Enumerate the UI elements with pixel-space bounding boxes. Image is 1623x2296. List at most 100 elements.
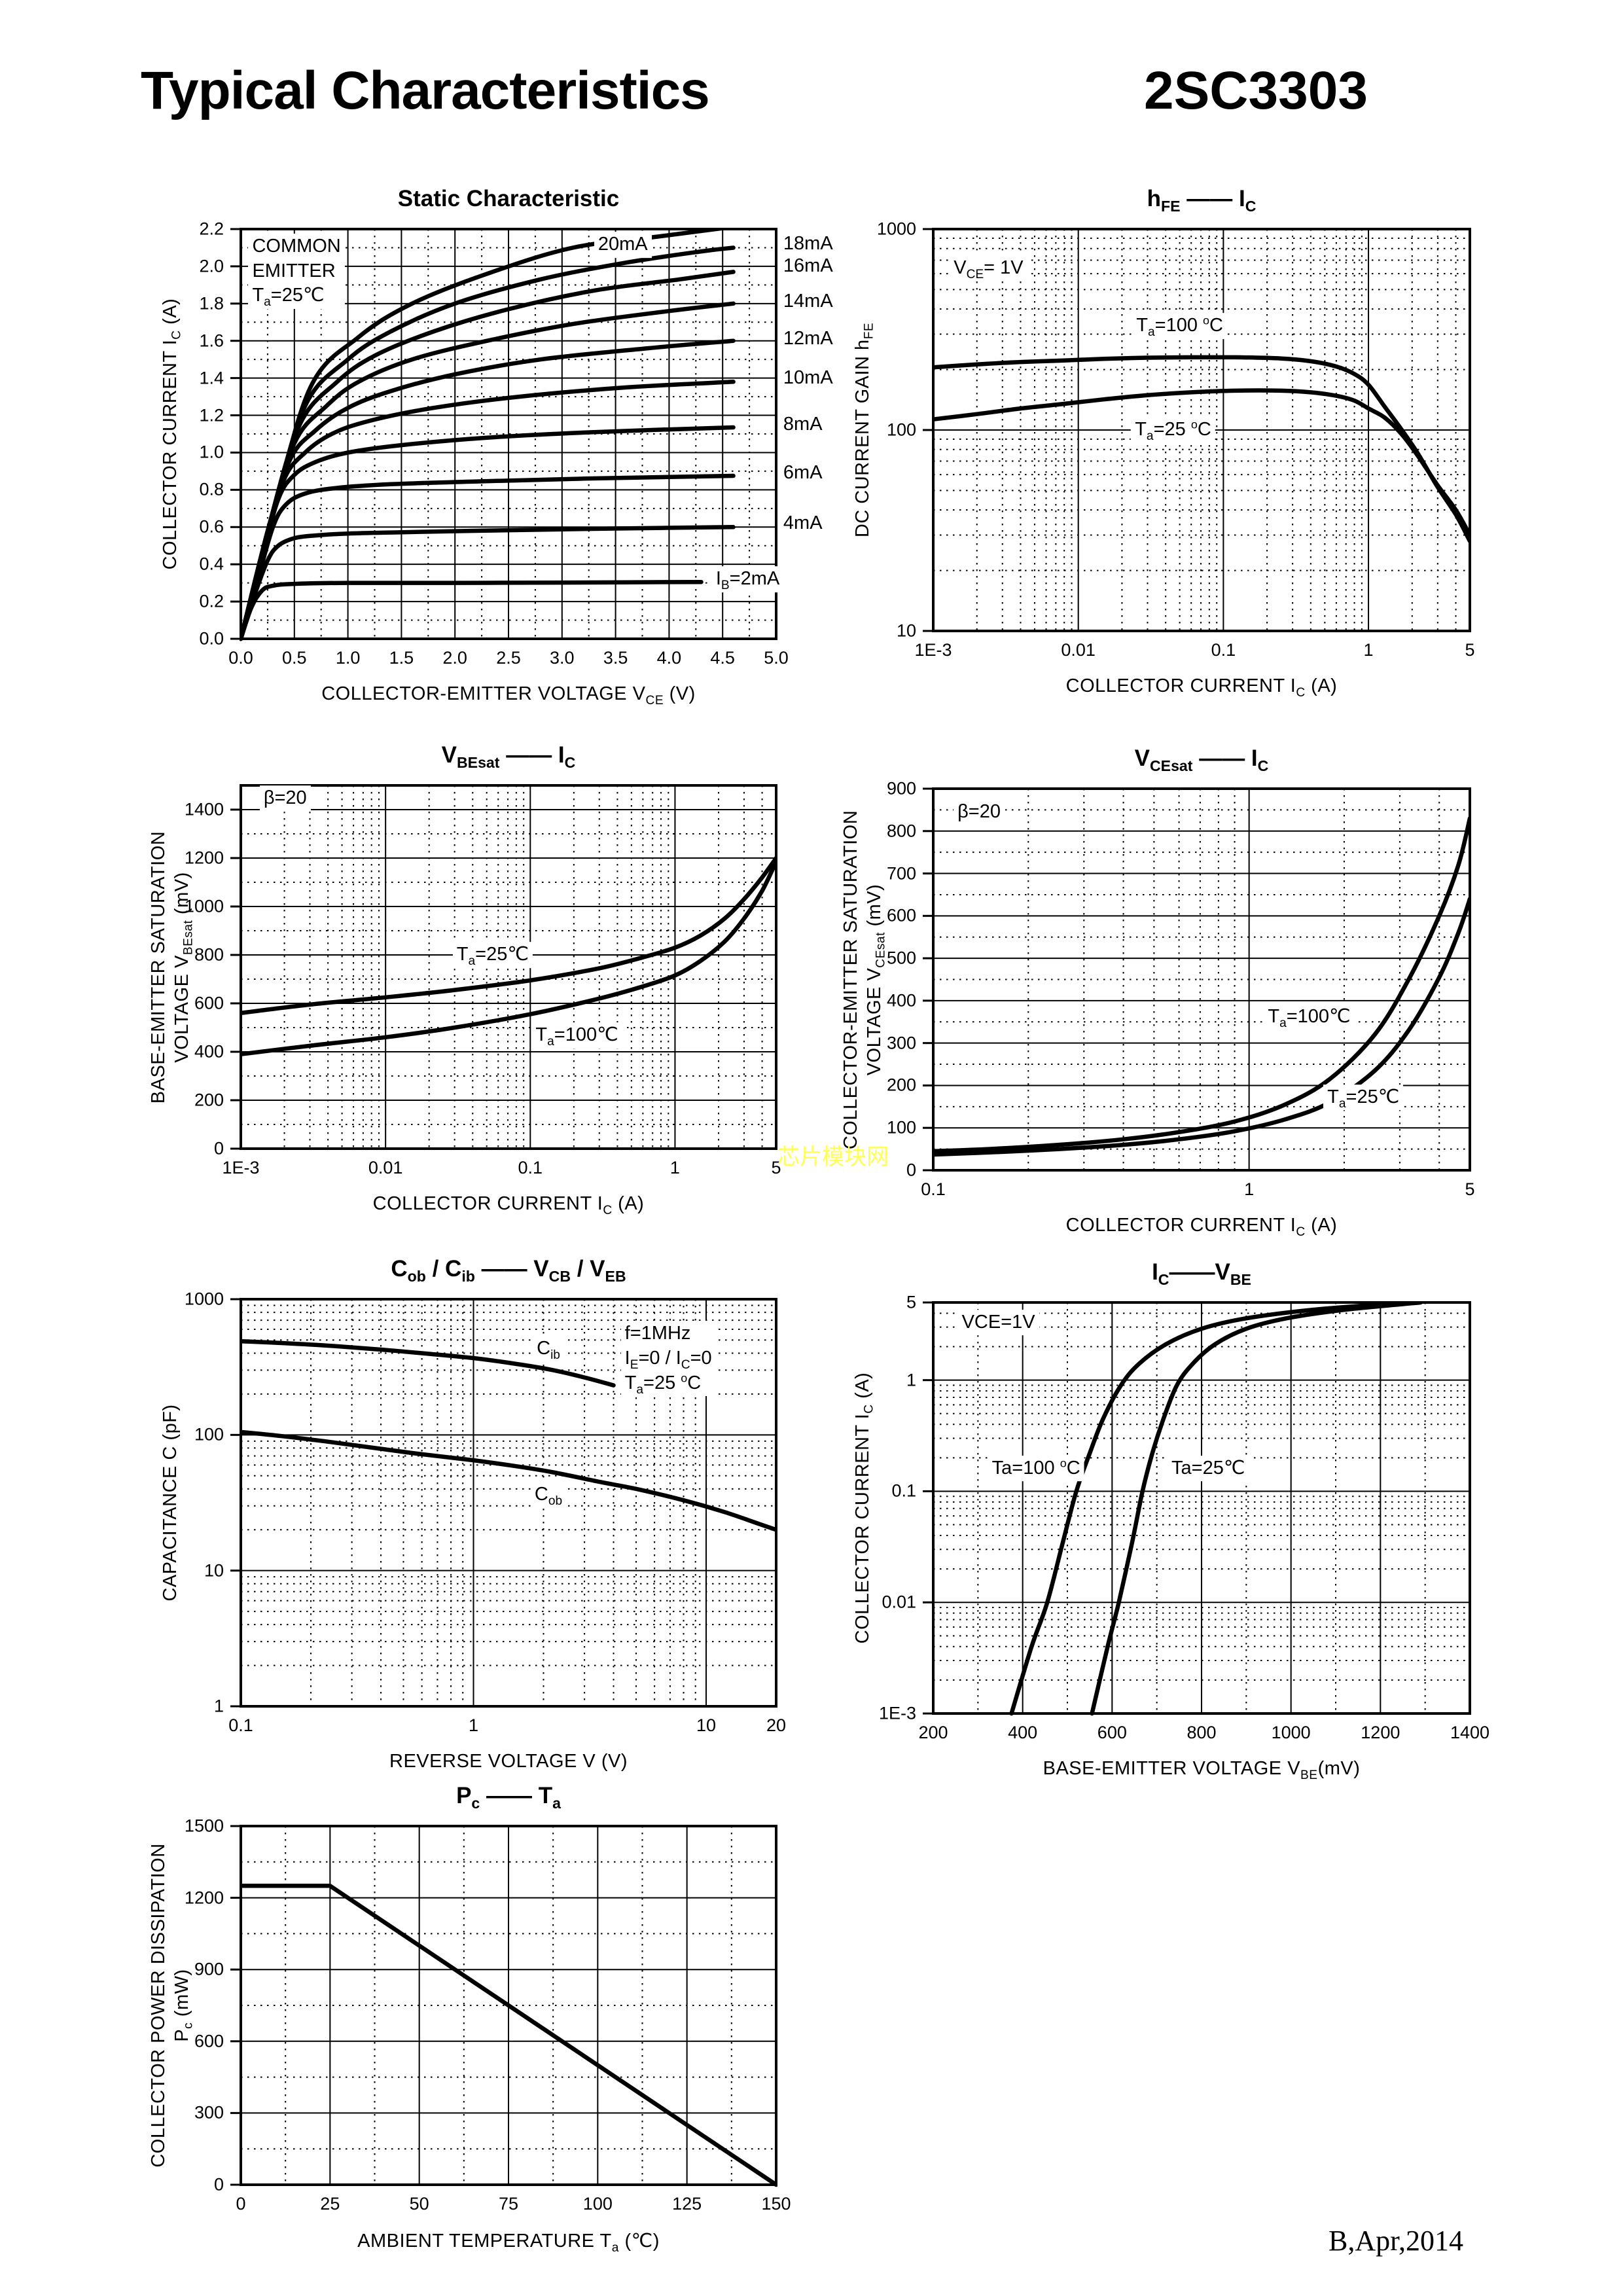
annotation: Cib	[533, 1336, 564, 1362]
annotation: 18mA	[779, 230, 837, 257]
curve-ib-14ma	[240, 301, 736, 641]
annotation: 16mA	[779, 253, 837, 279]
x-tick-label: 400	[1008, 1723, 1038, 1742]
annotation: 20mA	[594, 232, 652, 259]
x-tick-label: 20	[766, 1715, 787, 1735]
annotation: VCE=1V	[957, 1309, 1039, 1336]
chart-vcesat: VCEsat —— IC 0.1 1 5 0 100 200 300 400 500 600 700 8…	[829, 730, 1568, 1275]
y-tick-label: 0.2	[199, 591, 224, 611]
plot-frame	[240, 228, 777, 640]
page-title: Typical Characteristics	[141, 61, 710, 120]
y-tick-label: 1000	[184, 896, 224, 916]
x-tick-label: 3.0	[550, 648, 575, 668]
y-tick-label: 400	[194, 1041, 224, 1062]
curve-ta-100c	[1009, 1302, 1410, 1716]
annotation: 4mA	[779, 510, 827, 537]
y-axis-title: COLLECTOR CURRENT IC (A)	[851, 1372, 876, 1644]
y-tick-label: 200	[194, 1090, 224, 1110]
x-axis-title: AMBIENT TEMPERATURE Ta (℃)	[357, 2231, 660, 2255]
annotation: Ta=25℃	[1168, 1455, 1249, 1482]
y-tick-label: 0.8	[199, 479, 224, 499]
y-tick-label: 300	[886, 1033, 916, 1053]
plot-frame	[240, 1298, 777, 1708]
y-tick-label: 0.01	[882, 1592, 916, 1612]
x-tick-label: 0.1	[518, 1158, 543, 1177]
curve-ib-6ma	[240, 473, 736, 641]
y-tick-label: 900	[194, 1959, 224, 1979]
x-tick-label: 1	[1244, 1179, 1255, 1199]
x-tick-label: 1.0	[335, 648, 361, 668]
curve-ta-25c	[240, 855, 777, 1016]
x-axis-title: REVERSE VOLTAGE V (V)	[389, 1751, 628, 1772]
y-tick-label: 2.2	[199, 219, 224, 239]
x-tick-label: 1.5	[389, 648, 414, 668]
annotation: COMMON EMITTER Ta=25℃	[248, 234, 345, 310]
x-tick-label: 4.5	[710, 648, 735, 668]
y-tick-label: 800	[194, 944, 224, 965]
chart-cap: Cob / Cib —— VCB / VEB 0.1 1 10 20 1 10 100 1000…	[136, 1240, 874, 1811]
x-tick-label: 5	[771, 1158, 781, 1177]
y-tick-label: 600	[886, 905, 916, 925]
y-tick-label: 100	[886, 1117, 916, 1138]
annotation: 12mA	[779, 326, 837, 352]
x-axis-title: COLLECTOR CURRENT IC (A)	[1065, 675, 1338, 700]
y-tick-label: 400	[886, 990, 916, 1011]
annotation: Ta=100℃	[531, 1022, 622, 1049]
chart-title: Pc —— Ta	[456, 1783, 561, 1812]
y-tick-label: 1.8	[199, 293, 224, 314]
y-tick-label: 0	[906, 1160, 916, 1180]
y-tick-label: 1.4	[199, 368, 224, 388]
plot-frame	[932, 787, 1471, 1172]
y-axis-title: COLLECTOR CURRENT IC (A)	[159, 298, 184, 570]
y-tick-label: 0.1	[891, 1480, 916, 1501]
y-tick-label: 700	[886, 863, 916, 884]
curve-ta-25c	[932, 897, 1471, 1157]
y-tick-label: 600	[194, 993, 224, 1013]
annotation: IB=2mA	[711, 566, 784, 592]
y-tick-label: 1	[213, 1696, 224, 1716]
x-tick-label: 800	[1186, 1723, 1217, 1742]
x-axis-title: COLLECTOR CURRENT IC (A)	[1065, 1215, 1338, 1239]
chart-title: Static Characteristic	[397, 186, 620, 211]
chart-title: Cob / Cib —— VCB / VEB	[391, 1256, 626, 1285]
curve-cob	[240, 1429, 777, 1532]
y-axis-title: BASE-EMITTER SATURATION VOLTAGE VBEsat (m…	[147, 831, 196, 1103]
x-tick-label: 5	[1465, 640, 1475, 660]
chart-title: VCEsat —— IC	[1134, 745, 1269, 774]
y-tick-label: 1000	[184, 1289, 224, 1309]
chart-title: IC——VBE	[1152, 1259, 1251, 1288]
x-tick-label: 10	[696, 1715, 717, 1735]
chart-icvbe: IC——VBE 200 400 600 800 1000 1200 1400 1E-3 0.01 0…	[829, 1244, 1568, 1818]
chart-pcta: Pc —— Ta 0 25 50 75 100 125 150 0 300 600 900 1200 15…	[136, 1767, 874, 2289]
y-tick-label: 1.6	[199, 331, 224, 351]
y-tick-label: 2.0	[199, 256, 224, 276]
curve-ta-25c	[932, 388, 1471, 537]
annotation: Ta=25 oC	[1131, 417, 1215, 443]
x-tick-label: 2.0	[442, 648, 467, 668]
y-tick-label: 1500	[184, 1816, 224, 1836]
x-tick-label: 125	[672, 2194, 702, 2214]
annotation: Ta=100 oC	[1132, 312, 1227, 339]
y-tick-label: 800	[886, 821, 916, 841]
y-tick-label: 1400	[184, 799, 224, 819]
plot-frame	[240, 784, 777, 1150]
x-axis-title: BASE-EMITTER VOLTAGE VBE(mV)	[1043, 1758, 1361, 1782]
curve-ta-100c	[932, 816, 1471, 1154]
x-tick-label: 0.1	[921, 1179, 946, 1199]
y-axis-title: COLLECTOR POWER DISSIPATION Pc (mW)	[147, 1843, 196, 2168]
x-tick-label: 1	[669, 1158, 680, 1177]
x-tick-label: 1E-3	[914, 640, 952, 660]
chart-hfe: hFE —— IC 1E-3 0.01 0.1 1 5 10 100 1000 COLLECTOR…	[829, 170, 1568, 736]
curve-ta-100c	[240, 859, 777, 1056]
x-tick-label: 1400	[1450, 1723, 1490, 1742]
y-tick-label: 1200	[184, 848, 224, 868]
annotation: 14mA	[779, 289, 837, 315]
curve-ta-25c	[1090, 1302, 1423, 1716]
x-tick-label: 150	[761, 2194, 791, 2214]
plot-area-icvbe	[923, 1301, 1471, 1716]
y-tick-label: 0.6	[199, 516, 224, 537]
annotation: 10mA	[779, 365, 837, 391]
x-tick-label: 5.0	[764, 648, 789, 668]
x-tick-label: 0.01	[368, 1158, 403, 1177]
